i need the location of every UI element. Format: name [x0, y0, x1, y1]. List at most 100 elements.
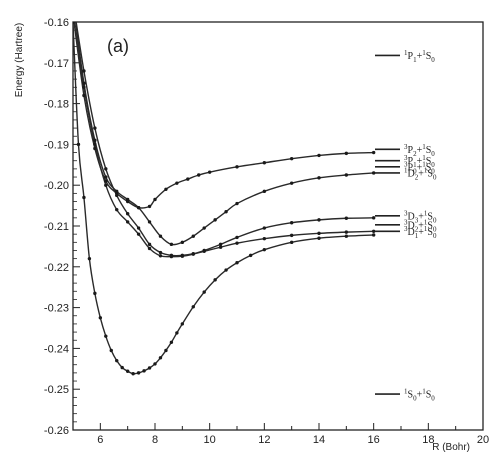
- asymptote-label: 3D2+1S0: [404, 218, 437, 233]
- asymptote-label-part: 0: [433, 232, 437, 240]
- data-point: [317, 231, 321, 236]
- data-point: [218, 242, 223, 247]
- y-tick-label: -0.26: [44, 425, 69, 437]
- data-point: [104, 334, 108, 338]
- data-point: [153, 362, 157, 366]
- data-point: [224, 268, 228, 272]
- data-point: [73, 22, 75, 24]
- data-point: [87, 256, 92, 261]
- asymptote-label-part: +: [417, 390, 423, 401]
- data-point: [197, 173, 201, 177]
- data-point: [115, 207, 119, 212]
- data-point: [235, 241, 239, 245]
- asymptote-label-part: 0: [413, 167, 417, 175]
- asymptote-label-part: P: [408, 156, 414, 167]
- asymptote-label-part: 1: [422, 160, 426, 168]
- data-point: [289, 221, 294, 225]
- data-point: [164, 187, 168, 191]
- data-point: [371, 229, 376, 233]
- asymptote-label-part: 3: [404, 225, 408, 233]
- asymptote-label-part: 3: [404, 209, 408, 217]
- data-point: [235, 261, 239, 265]
- data-point: [115, 193, 119, 198]
- data-point: [158, 234, 163, 238]
- data-point: [147, 242, 152, 247]
- data-point: [147, 220, 152, 224]
- data-point: [344, 151, 349, 156]
- panel-label: (a): [107, 36, 129, 56]
- data-point: [82, 81, 86, 85]
- y-tick-label: -0.17: [44, 58, 69, 70]
- data-point: [191, 305, 195, 309]
- data-point: [71, 0, 74, 3]
- data-point: [98, 316, 103, 320]
- asymptote-label-part: 0: [431, 56, 435, 64]
- data-point: [371, 171, 376, 175]
- asymptote-label-part: 3: [404, 160, 408, 168]
- asymptote-label-part: P: [408, 145, 414, 156]
- asymptote-label-part: 1: [404, 166, 408, 174]
- data-point: [169, 242, 174, 247]
- y-tick-label: -0.19: [44, 139, 69, 151]
- data-point: [153, 197, 157, 202]
- data-point: [104, 167, 108, 171]
- data-point: [180, 240, 185, 245]
- asymptote-label-part: S: [427, 220, 433, 231]
- asymptote-label-part: 1: [404, 388, 408, 396]
- data-point: [125, 212, 130, 216]
- asymptote-label-part: P: [408, 162, 414, 173]
- x-tick-label: 16: [368, 434, 380, 446]
- asymptote-label-part: D: [408, 211, 415, 222]
- y-tick-label: -0.21: [44, 221, 69, 233]
- asymptote-label-part: 0: [431, 150, 435, 158]
- asymptote-label-part: +: [418, 211, 424, 222]
- asymptote-label-part: 1: [424, 225, 428, 233]
- asymptote-label: 1D2+1S0: [404, 166, 437, 181]
- asymptote-label: 1S0+1S0: [404, 388, 435, 403]
- data-point: [262, 161, 267, 165]
- data-point: [191, 234, 195, 238]
- asymptote-label-part: 3: [404, 154, 408, 162]
- asymptote-label: 3P2+1S0: [404, 143, 435, 158]
- data-point: [142, 369, 146, 373]
- data-point: [344, 234, 349, 238]
- asymptote-label-part: S: [426, 390, 432, 401]
- data-point: [186, 177, 190, 181]
- asymptote-label-part: 2: [415, 225, 419, 233]
- data-point: [289, 233, 294, 238]
- x-tick-label: 14: [313, 434, 325, 446]
- data-point: [175, 331, 179, 335]
- data-point: [262, 247, 267, 252]
- x-tick-label: 12: [258, 434, 270, 446]
- asymptote-label-part: 0: [433, 173, 437, 181]
- data-point: [136, 205, 141, 210]
- asymptote-label-part: 1: [415, 232, 419, 240]
- asymptote-label-part: 1: [424, 166, 428, 174]
- x-tick-label: 18: [422, 434, 434, 446]
- asymptote-label-part: 1: [424, 218, 428, 226]
- data-point: [202, 226, 206, 230]
- x-tick-label: 8: [152, 434, 158, 446]
- asymptote-label-part: 3: [404, 218, 408, 226]
- y-tick-label: -0.22: [44, 262, 69, 274]
- asymptote-label-part: 3: [404, 143, 408, 151]
- data-point: [180, 254, 185, 258]
- data-point: [120, 365, 124, 370]
- data-point: [93, 126, 97, 130]
- asymptote-label-part: 1: [422, 49, 426, 57]
- data-point: [180, 322, 185, 326]
- data-point: [224, 210, 228, 214]
- data-point: [344, 216, 349, 220]
- data-point: [71, 12, 74, 15]
- data-point: [213, 278, 217, 282]
- asymptote-label-part: 1: [413, 161, 417, 169]
- data-point: [317, 176, 321, 180]
- data-point: [317, 218, 321, 222]
- x-axis-title: R (Bohr): [432, 442, 470, 453]
- asymptote-label-part: 0: [431, 395, 435, 403]
- asymptote-label-part: 0: [431, 167, 435, 175]
- y-tick-label: -0.16: [44, 17, 69, 29]
- data-point: [109, 348, 113, 353]
- y-tick-label: -0.25: [44, 384, 69, 396]
